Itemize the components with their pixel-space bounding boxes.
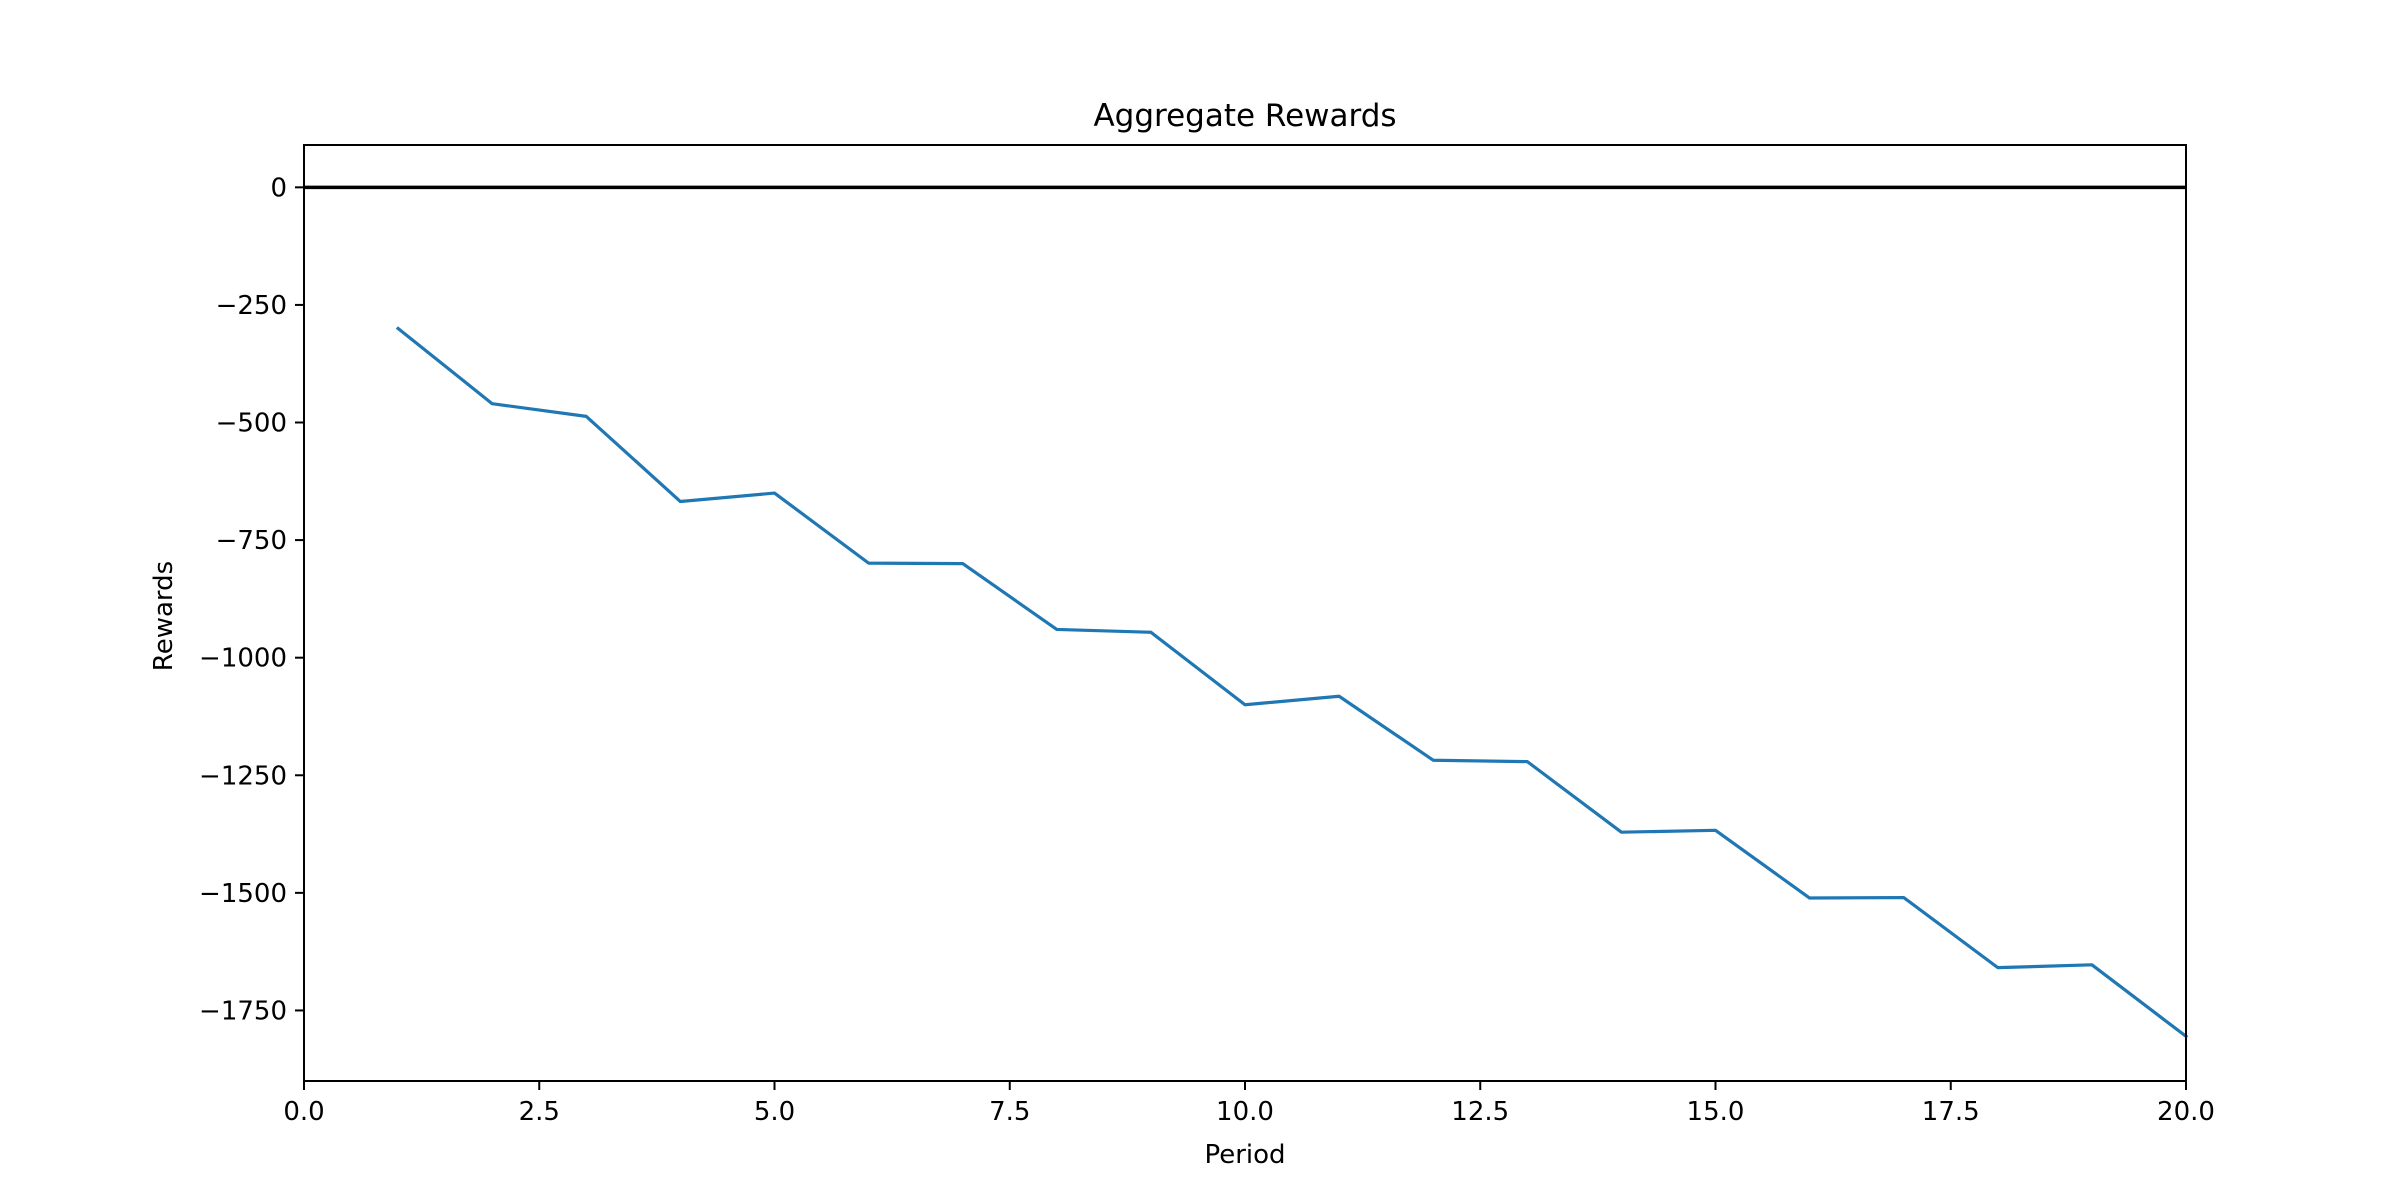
y-tick-label: −500 (216, 409, 287, 439)
y-tick-label: −250 (216, 291, 287, 321)
x-tick-label: 2.5 (519, 1097, 560, 1127)
x-tick-label: 17.5 (1922, 1097, 1980, 1127)
x-tick-label: 0.0 (283, 1097, 324, 1127)
x-tick-label: 10.0 (1216, 1097, 1274, 1127)
series-line-0 (395, 326, 2189, 1039)
y-tick-label: −750 (216, 526, 287, 556)
x-tick-label: 15.0 (1687, 1097, 1745, 1127)
chart-title: Aggregate Rewards (1093, 98, 1396, 134)
y-tick-label: −1500 (199, 879, 287, 909)
y-tick-label: −1000 (199, 644, 287, 674)
y-axis-label: Rewards (149, 561, 179, 671)
x-axis-label: Period (1204, 1140, 1285, 1170)
y-tick-label: −1750 (199, 996, 287, 1026)
y-tick-label: −1250 (199, 761, 287, 791)
y-tick-label: 0 (270, 173, 287, 203)
plot-area: 0.0 2.5 5.0 7.5 10.0 12.5 15.0 17.5 20.0 0 −250 −50… (199, 144, 2215, 1127)
x-tick-label: 7.5 (989, 1097, 1030, 1127)
x-tick-label: 20.0 (2157, 1097, 2215, 1127)
x-tick-label: 12.5 (1451, 1097, 1509, 1127)
x-tick-label: 5.0 (754, 1097, 795, 1127)
